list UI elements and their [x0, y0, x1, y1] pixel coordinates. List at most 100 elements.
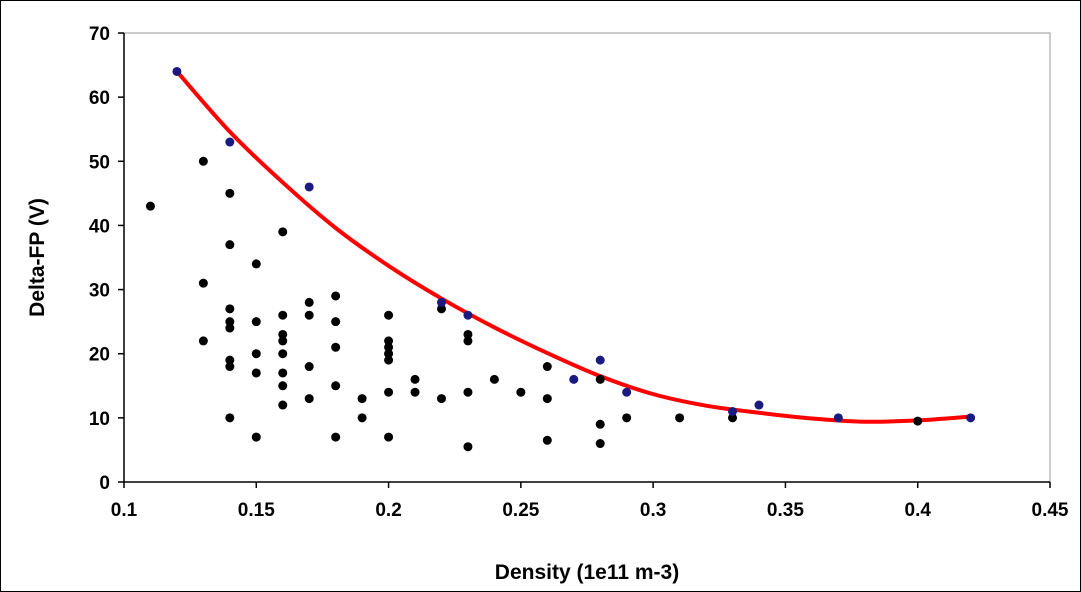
data-point [913, 416, 923, 426]
fit-curve [175, 70, 971, 424]
data-point [225, 240, 235, 250]
data-point [278, 329, 288, 339]
data-point [728, 413, 738, 423]
data-point [966, 413, 976, 423]
data-point [463, 336, 473, 346]
data-point [225, 323, 235, 333]
x-tick-label: 0.1 [111, 500, 138, 521]
x-tick-label: 0.35 [767, 500, 804, 521]
y-tick-label: 50 [89, 152, 110, 173]
data-point [675, 413, 685, 423]
data-point [384, 432, 394, 442]
data-point [410, 374, 420, 384]
data-point [436, 297, 446, 307]
data-point [754, 400, 764, 410]
data-point [251, 259, 261, 269]
x-tick-label: 0.25 [502, 500, 539, 521]
data-point [595, 419, 605, 429]
y-tick-label: 0 [99, 473, 110, 494]
data-point [331, 342, 341, 352]
data-point [357, 394, 367, 404]
data-point [436, 304, 446, 314]
data-point [595, 439, 605, 449]
data-point [463, 329, 473, 339]
data-point [331, 432, 341, 442]
data-point [198, 278, 208, 288]
plot-area [123, 32, 1051, 483]
y-axis-title: Delta-FP (V) [26, 198, 49, 317]
x-tick-label: 0.4 [905, 500, 932, 521]
data-point [304, 394, 314, 404]
data-point [225, 304, 235, 314]
x-tick-label: 0.2 [375, 500, 401, 521]
data-point [833, 413, 843, 423]
data-point [145, 201, 155, 211]
data-point [278, 336, 288, 346]
data-points-group [145, 66, 976, 452]
y-tick-label: 60 [89, 88, 110, 109]
data-point [251, 432, 261, 442]
data-point [304, 362, 314, 372]
axes [118, 32, 1051, 488]
data-point [463, 442, 473, 452]
y-tick-label: 10 [89, 409, 110, 430]
data-point [436, 394, 446, 404]
data-point [225, 317, 235, 327]
data-point [542, 362, 552, 372]
data-point [410, 387, 420, 397]
x-axis-title: Density (1e11 m-3) [495, 561, 679, 584]
data-point [278, 227, 288, 237]
data-point [463, 310, 473, 320]
data-point [542, 435, 552, 445]
data-point [622, 413, 632, 423]
data-point [304, 310, 314, 320]
data-point [278, 310, 288, 320]
x-tick-label: 0.45 [1032, 500, 1069, 521]
data-point [569, 374, 579, 384]
data-point [172, 66, 182, 76]
y-tick-label: 30 [89, 281, 110, 302]
data-point [489, 374, 499, 384]
data-point [384, 355, 394, 365]
data-point [384, 336, 394, 346]
data-point [331, 291, 341, 301]
data-point [225, 188, 235, 198]
data-point [304, 297, 314, 307]
data-point [595, 374, 605, 384]
data-point [278, 368, 288, 378]
data-point [542, 394, 552, 404]
y-tick-label: 20 [89, 345, 110, 366]
y-tick-label: 70 [89, 24, 110, 45]
y-tick-label: 40 [89, 216, 110, 237]
data-point [516, 387, 526, 397]
data-point [278, 381, 288, 391]
data-point [225, 355, 235, 365]
data-point [384, 342, 394, 352]
data-point [331, 381, 341, 391]
data-point [357, 413, 367, 423]
data-point [278, 349, 288, 359]
data-point [251, 349, 261, 359]
data-point [595, 355, 605, 365]
data-point [198, 156, 208, 166]
tick-labels: 0.1 0.15 0.2 0.25 0.3 0.35 0.4 0.45 0 10 20 30 40 50 6… [89, 24, 1069, 521]
x-tick-label: 0.15 [238, 500, 275, 521]
x-tick-label: 0.3 [640, 500, 666, 521]
data-point [622, 387, 632, 397]
data-point [225, 362, 235, 372]
data-point [225, 137, 235, 147]
data-point [278, 400, 288, 410]
fit-curve-group [175, 70, 971, 424]
data-point [331, 317, 341, 327]
data-point [251, 317, 261, 327]
data-point [304, 182, 314, 192]
data-point [225, 413, 235, 423]
data-point [198, 336, 208, 346]
data-point [384, 349, 394, 359]
data-point [728, 406, 738, 416]
data-point [384, 387, 394, 397]
data-point [384, 310, 394, 320]
data-point [463, 387, 473, 397]
